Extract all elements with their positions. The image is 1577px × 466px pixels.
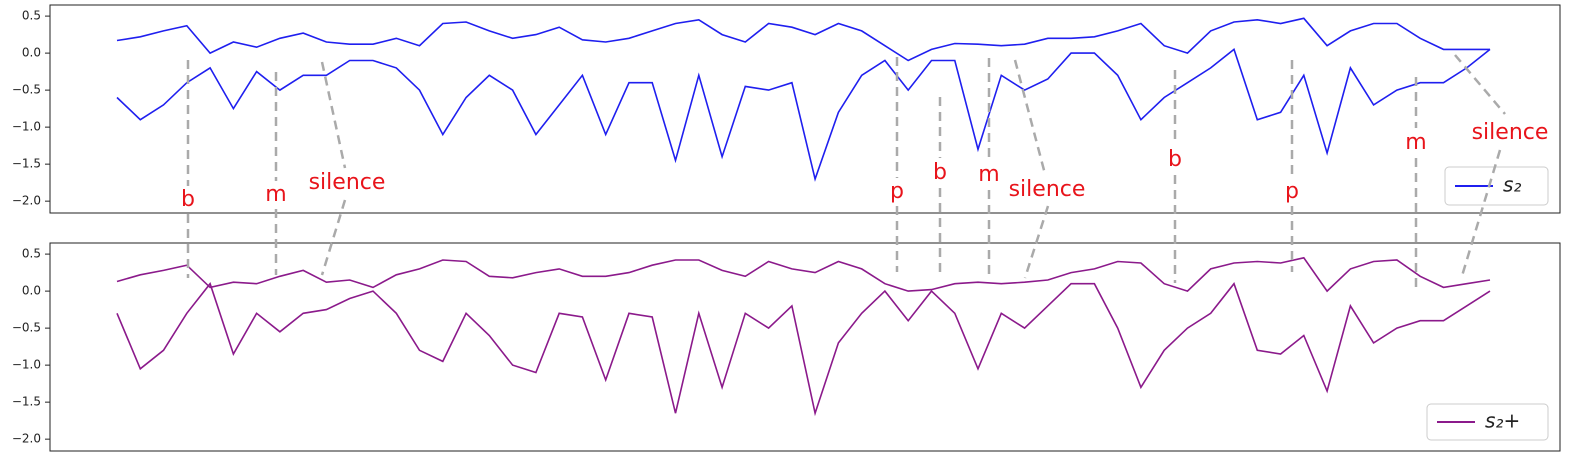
legend: s₂+ — [1426, 403, 1549, 441]
legend-label: s₂ — [1503, 173, 1521, 197]
annotation: silence — [1472, 120, 1549, 145]
annotation: b — [1168, 147, 1182, 172]
y-tick-label: −1.0 — [12, 358, 41, 372]
plot-frame — [49, 242, 1561, 452]
legend-box — [1426, 403, 1549, 441]
series-line — [116, 17, 1490, 62]
annotation-leader — [1454, 54, 1506, 115]
annotation: b — [181, 187, 195, 212]
legend-box — [1444, 166, 1549, 206]
y-tick-label: 0.5 — [22, 9, 41, 23]
annotation: b — [933, 160, 947, 185]
y-tick-label: −0.5 — [12, 321, 41, 335]
annotation: m — [978, 162, 999, 187]
annotation-leader — [1013, 59, 1047, 175]
annotation-leader — [320, 199, 347, 276]
plot-frame — [49, 4, 1561, 214]
legend-label: s₂+ — [1485, 409, 1520, 433]
y-tick-label: −1.0 — [12, 120, 41, 134]
y-tick-label: 0.0 — [22, 284, 41, 298]
y-tick-label: −0.5 — [12, 83, 41, 97]
legend: s₂ — [1444, 166, 1549, 206]
y-tick-label: −2.0 — [12, 432, 41, 446]
y-tick-label: 0.0 — [22, 46, 41, 60]
annotation: m — [1405, 130, 1426, 155]
annotation: m — [265, 182, 286, 207]
series-line — [116, 256, 1491, 293]
y-tick-label: −1.5 — [12, 157, 41, 171]
annotation: silence — [309, 170, 386, 195]
y-tick-label: −1.5 — [12, 395, 41, 409]
y-tick-label: −2.0 — [12, 194, 41, 208]
y-tick-label: 0.5 — [22, 247, 41, 261]
annotation-leader — [320, 61, 347, 169]
annotation-leader — [1023, 205, 1050, 279]
annotation: p — [890, 179, 904, 204]
annotation-leader — [1460, 149, 1502, 277]
annotation: silence — [1009, 177, 1086, 202]
series-line — [116, 48, 1491, 182]
series-line — [116, 282, 1491, 417]
annotation: p — [1285, 179, 1299, 204]
